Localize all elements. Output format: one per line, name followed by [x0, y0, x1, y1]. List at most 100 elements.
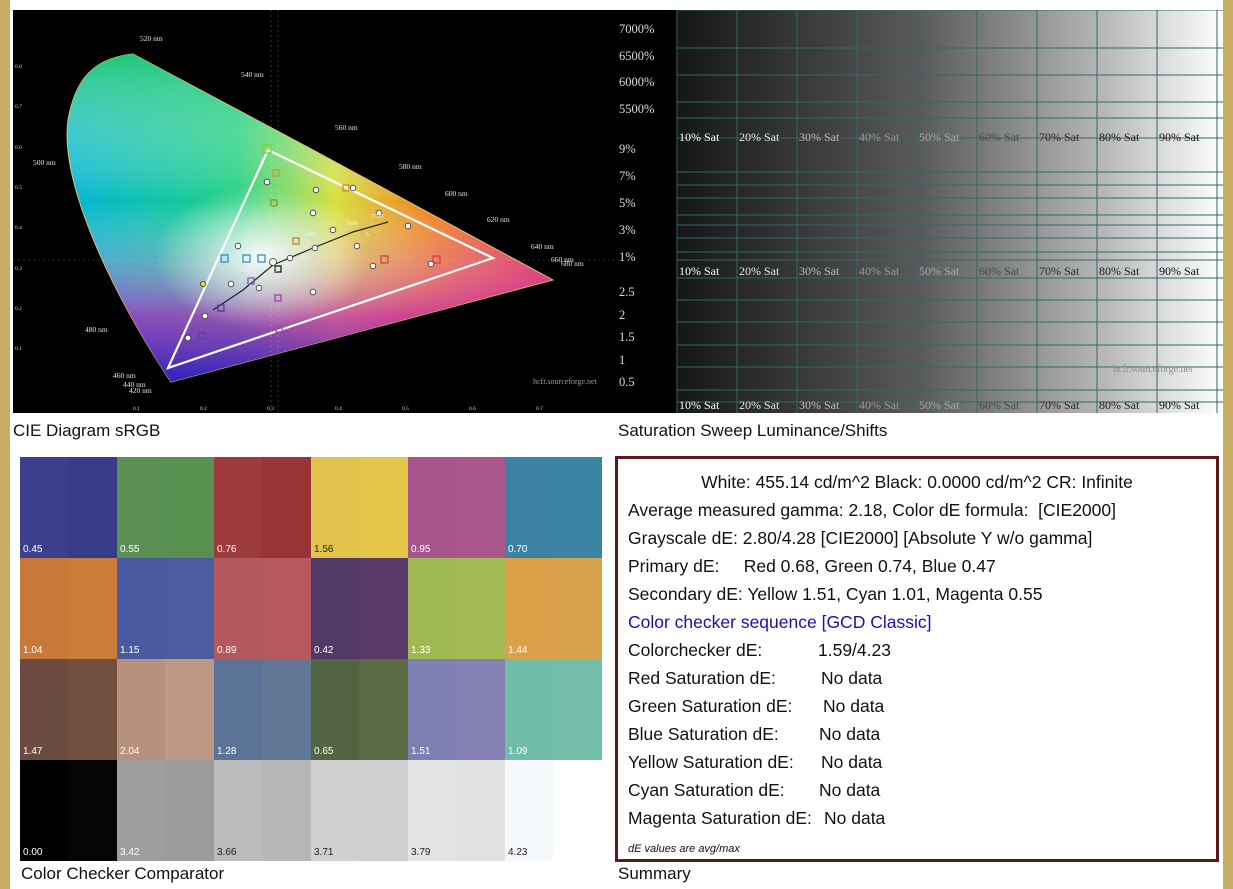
wl-680: 680 nm	[561, 259, 584, 268]
checker-patch: 1.56	[311, 457, 408, 558]
patch-de-value: 2.04	[120, 746, 140, 757]
sweep-sat-label: 60% Sat	[979, 130, 1020, 144]
sweep-sat-label: 70% Sat	[1039, 264, 1080, 278]
patch-measured	[165, 659, 214, 760]
patch-de-value: 1.28	[217, 746, 237, 757]
patch-reference	[311, 659, 359, 760]
checker-patch: 0.45	[20, 457, 117, 558]
sweep-sat-labels: 10% Sat 20% Sat 30% Sat 40% Sat 50% Sat 60% S…	[679, 130, 1200, 412]
summary-metric-value: 1.59/4.23	[818, 640, 891, 660]
summary-note: dE values are avg/max	[628, 843, 740, 855]
patch-de-value: 1.51	[411, 746, 431, 757]
sweep-sat-label: 20% Sat	[739, 130, 780, 144]
checker-patch: 0.95	[408, 457, 505, 558]
patch-measured	[456, 760, 505, 861]
checker-patch: 0.42	[311, 558, 408, 659]
patch-reference	[505, 457, 553, 558]
wl-500: 500 nm	[33, 158, 56, 167]
wl-580: 580 nm	[399, 162, 422, 171]
patch-measured	[359, 760, 408, 861]
checker-patch: 3.71	[311, 760, 408, 861]
patch-measured	[456, 457, 505, 558]
sweep-sat-label: 40% Sat	[859, 398, 900, 412]
patch-de-value: 0.89	[217, 645, 237, 656]
patch-reference	[20, 760, 68, 861]
x-tick-05: 0.5	[402, 406, 409, 412]
checker-patch: 1.28	[214, 659, 311, 760]
sweep-grid	[676, 9, 1223, 413]
checker-patch: 3.66	[214, 760, 311, 861]
patch-measured	[262, 760, 311, 861]
sweep-sat-label: 40% Sat	[859, 264, 900, 278]
checker-patch: 1.33	[408, 558, 505, 659]
sweep-sat-label: 30% Sat	[799, 398, 840, 412]
wl-520: 520 nm	[140, 34, 163, 43]
sweep-sat-label: 20% Sat	[739, 398, 780, 412]
cct-b: B	[301, 255, 305, 261]
patch-measured	[553, 558, 602, 659]
sweep-top-label-6000: 6000%	[619, 75, 654, 89]
summary-metric-label: Green Saturation dE:	[628, 696, 793, 716]
y-tick-04: 0.4	[15, 225, 22, 231]
patch-measured	[553, 659, 602, 760]
cie-watermark: hcfr.sourceforge.net	[533, 377, 598, 386]
cct-2700: 2700	[371, 214, 383, 220]
sweep-sat-label: 60% Sat	[979, 398, 1020, 412]
cct-4000: 4000	[305, 232, 317, 238]
sweep-sat-label: 70% Sat	[1039, 130, 1080, 144]
summary-primary-de: Primary dE: Red 0.68, Green 0.74, Blue 0…	[628, 556, 996, 576]
sweep-sat-label: 50% Sat	[919, 130, 960, 144]
patch-reference	[117, 659, 165, 760]
patch-reference	[117, 558, 165, 659]
wl-440: 440 nm	[123, 380, 146, 389]
y-tick-01: 0.1	[15, 346, 22, 352]
cie-diagram: 520 nm 540 nm 560 nm 580 nm 600 nm 620 n…	[13, 10, 617, 413]
summary-caption: Summary	[618, 864, 691, 883]
summary-metric-value: No data	[823, 696, 885, 716]
patch-reference	[408, 457, 456, 558]
report-canvas: 520 nm 540 nm 560 nm 580 nm 600 nm 620 n…	[10, 0, 1223, 889]
measurement-markers	[198, 144, 441, 340]
checker-patch: 0.00	[20, 760, 117, 861]
wl-540: 540 nm	[241, 70, 264, 79]
patch-measured	[68, 457, 117, 558]
y-tick-05: 0.5	[15, 185, 22, 191]
checker-patch: 1.51	[408, 659, 505, 760]
patch-de-value: 1.47	[23, 746, 43, 757]
y-tick-07: 0.7	[15, 104, 22, 110]
patch-de-value: 3.42	[120, 847, 140, 858]
patch-de-value: 0.95	[411, 544, 431, 555]
checker-patch: 1.47	[20, 659, 117, 760]
checker-patch: 1.04	[20, 558, 117, 659]
sweep-sat-label: 30% Sat	[799, 130, 840, 144]
patch-measured	[68, 760, 117, 861]
sweep-top-label-7000: 7000%	[619, 22, 654, 36]
sweep-watermark: hcfr.sourceforge.net	[1113, 364, 1193, 375]
sweep-mid-label-7: 7%	[619, 169, 636, 183]
sweep-mid-label-3: 3%	[619, 223, 636, 237]
patch-measured	[262, 558, 311, 659]
y-tick-02: 0.2	[15, 306, 22, 312]
sweep-sat-label: 90% Sat	[1159, 130, 1200, 144]
patch-measured	[68, 659, 117, 760]
patch-reference	[311, 760, 359, 861]
patch-measured	[262, 457, 311, 558]
patch-reference	[214, 659, 262, 760]
sweep-sat-label: 50% Sat	[919, 398, 960, 412]
patch-de-value: 1.09	[508, 746, 528, 757]
sweep-sat-label: 10% Sat	[679, 130, 720, 144]
patch-measured	[553, 457, 602, 558]
patch-measured	[456, 558, 505, 659]
sweep-left-axis: 7000% 6500% 6000% 5500% 9% 7% 5% 3% 1% 2…	[619, 22, 654, 389]
patch-measured	[456, 659, 505, 760]
patch-de-value: 0.42	[314, 645, 334, 656]
x-tick-02: 0.2	[200, 406, 207, 412]
patch-reference	[505, 558, 553, 659]
patch-reference	[117, 760, 165, 861]
summary-metric-label: Yellow Saturation dE:	[628, 752, 794, 772]
sweep-top-label-5500: 5500%	[619, 102, 654, 116]
patch-de-value: 1.15	[120, 645, 140, 656]
patch-reference	[117, 457, 165, 558]
patch-measured	[359, 457, 408, 558]
sweep-bottom-label-1: 1	[619, 353, 625, 367]
